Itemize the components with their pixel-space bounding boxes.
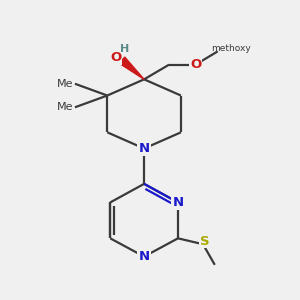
Text: methoxy: methoxy xyxy=(211,44,251,53)
Text: N: N xyxy=(172,196,184,209)
Text: H: H xyxy=(120,44,130,54)
Text: O: O xyxy=(110,51,121,64)
Text: O: O xyxy=(190,58,201,71)
Text: N: N xyxy=(139,250,150,263)
Text: N: N xyxy=(139,142,150,155)
Text: S: S xyxy=(200,235,209,248)
Polygon shape xyxy=(119,57,144,79)
Text: Me: Me xyxy=(57,102,74,112)
Text: Me: Me xyxy=(57,79,74,89)
